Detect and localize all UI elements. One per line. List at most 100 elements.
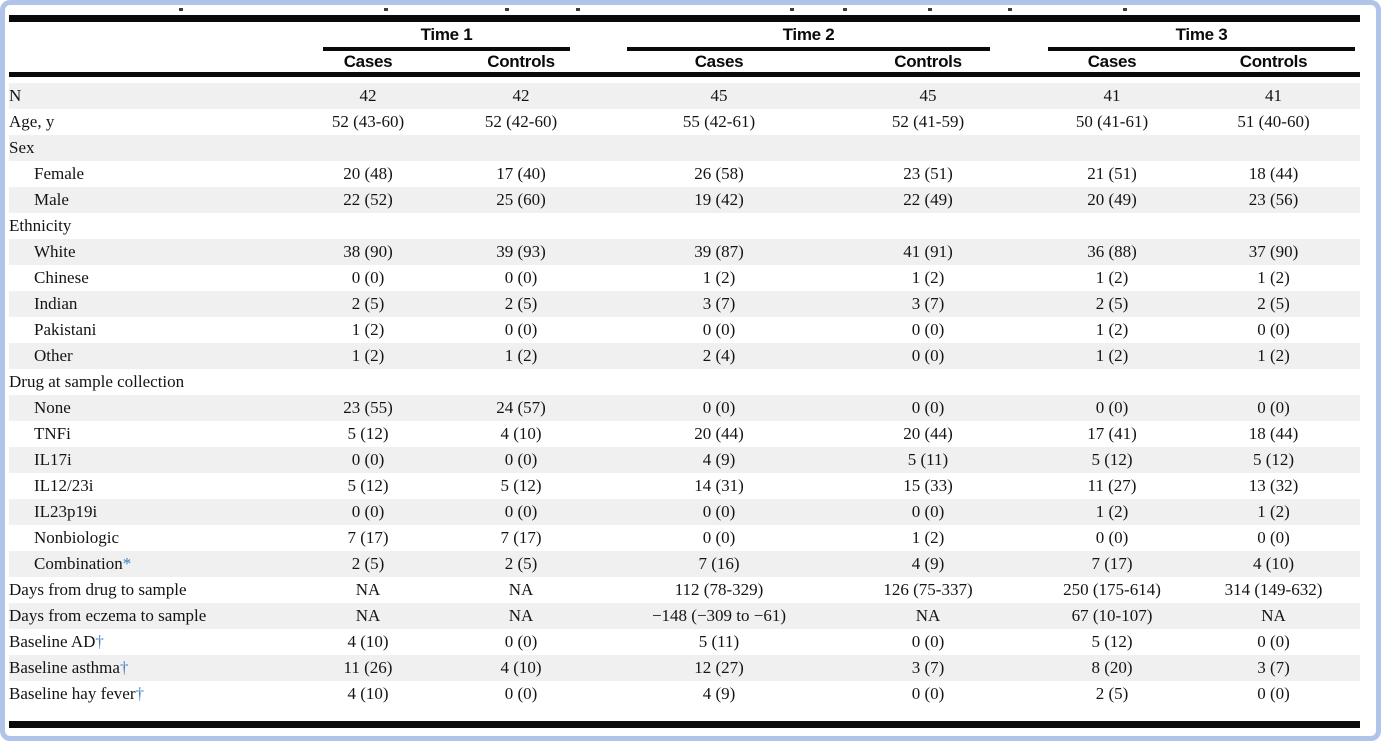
table-cell: 5 (12) [1091,450,1133,469]
table-cell: 42 [512,86,530,105]
table-cell: 21 (51) [1087,164,1137,183]
table-cell: 0 (0) [504,320,538,339]
table-cell: 22 (52) [343,190,393,209]
row-label: TNFi [9,421,313,447]
cut-off-text-fragment [576,8,580,11]
table-cell: 4 (10) [347,684,389,703]
table-cell: NA [355,606,381,625]
row-label: Female [9,161,313,187]
table-cell: 1 (2) [1095,268,1129,287]
table-cell: 1 (2) [1095,502,1129,521]
table-row: Baseline hay fever† 4 (10) 0 (0) 4 (9) 0… [9,681,1360,707]
table-row: Days from eczema to sample NA NA −148 (−… [9,603,1360,629]
table-cell: 1 (2) [351,320,385,339]
table-row: N 42 42 45 45 41 41 [9,83,1360,109]
group-label-time3: Time 3 [1175,25,1228,44]
table-row: Combination* 2 (5) 2 (5) 7 (16) 4 (9) 7 … [9,551,1360,577]
group-time2: Time 2 [619,22,1037,51]
column-header-t3-cases: Cases [1087,52,1137,71]
table-cell: 0 (0) [1095,528,1129,547]
table-cell: NA [355,580,381,599]
table-cell: 17 (41) [1087,424,1137,443]
table-cell: 2 (4) [702,346,736,365]
row-label: Combination* [9,551,313,577]
group-rule-time2 [627,47,990,51]
table-cell: 23 (51) [903,164,953,183]
header-bottom-rule [9,72,1360,77]
table-cell [423,135,619,161]
footnote-marker: † [119,658,129,677]
table-row: Nonbiologic 7 (17) 7 (17) 0 (0) 1 (2) 0 … [9,525,1360,551]
row-label-text: Baseline asthma [9,658,120,677]
table-cell: 0 (0) [1257,632,1290,651]
table-cell: 0 (0) [1095,398,1129,417]
table-cell [313,369,423,395]
row-label: Ethnicity [9,213,313,239]
column-header-t1-cases: Cases [343,52,393,71]
row-label: N [9,83,313,109]
row-label-text: Drug at sample collection [9,372,185,391]
table-cell: 126 (75-337) [883,580,973,599]
table-cell: 0 (0) [351,450,385,469]
row-label-text: Nonbiologic [34,528,119,547]
table-cell: 11 (27) [1087,476,1137,495]
table-row: IL12/23i 5 (12) 5 (12) 14 (31) 15 (33) 1… [9,473,1360,499]
table-row: IL17i 0 (0) 0 (0) 4 (9) 5 (11) 5 (12) 5 … [9,447,1360,473]
row-label-text: Sex [9,138,35,157]
table-cell: 0 (0) [504,632,538,651]
table-cell: 7 (17) [500,528,542,547]
table-row: Baseline asthma† 11 (26) 4 (10) 12 (27) … [9,655,1360,681]
table-row: Ethnicity [9,213,1360,239]
group-rule-time3 [1048,47,1355,51]
table-cell: NA [915,606,941,625]
table-cell: 37 (90) [1248,242,1299,261]
table-cell [423,213,619,239]
table-cell: 14 (31) [694,476,744,495]
table-row: None 23 (55) 24 (57) 0 (0) 0 (0) 0 (0) 0… [9,395,1360,421]
cut-off-text-fragment [1008,8,1012,11]
row-label-text: Female [34,164,85,183]
row-label: Baseline AD† [9,629,313,655]
group-rule-time1 [323,47,570,51]
table-cell: 50 (41-61) [1075,112,1149,131]
row-label-text: White [34,242,76,261]
table-cell: 5 (12) [1091,632,1133,651]
table-cell: 41 [1265,86,1282,105]
table-row: Chinese 0 (0) 0 (0) 1 (2) 1 (2) 1 (2) 1 … [9,265,1360,291]
table-cell: 0 (0) [911,346,945,365]
row-label-text: None [34,398,71,417]
column-header-t3-controls: Controls [1239,52,1308,71]
table-cell: 7 (16) [698,554,740,573]
row-label-text: TNFi [34,424,71,443]
row-label: IL12/23i [9,473,313,499]
table-cell: 3 (7) [911,658,945,677]
table-cell: 0 (0) [911,502,945,521]
table-cell: 0 (0) [504,502,538,521]
header-spacer [9,22,313,51]
row-label: Male [9,187,313,213]
group-time1: Time 1 [313,22,619,51]
table-cell: 314 (149-632) [1224,580,1323,599]
row-label-text: N [9,86,22,105]
table-cell: 0 (0) [504,684,538,703]
row-label: Indian [9,291,313,317]
table-cell: 2 (5) [1257,294,1290,313]
table-cell: 23 (55) [343,398,393,417]
table-row: Female 20 (48) 17 (40) 26 (58) 23 (51) 2… [9,161,1360,187]
table-cell: 19 (42) [694,190,744,209]
table-cell: NA [508,580,534,599]
table-cell [1037,213,1187,239]
table-cell [1187,369,1360,395]
cut-off-text-fragment [843,8,847,11]
row-label-text: Days from eczema to sample [9,606,207,625]
table-cell: 12 (27) [694,658,744,677]
table-cell: 0 (0) [1257,320,1290,339]
row-label: Nonbiologic [9,525,313,551]
table-cell [313,213,423,239]
data-table: N 42 42 45 45 41 41 Age, y 52 (43-60) 52… [9,83,1360,707]
table-cell: 0 (0) [504,450,538,469]
table-cell: 1 (2) [351,346,385,365]
cut-off-text-fragment [928,8,932,11]
footnote-marker: * [122,554,132,573]
table-cell: 2 (5) [1095,294,1129,313]
